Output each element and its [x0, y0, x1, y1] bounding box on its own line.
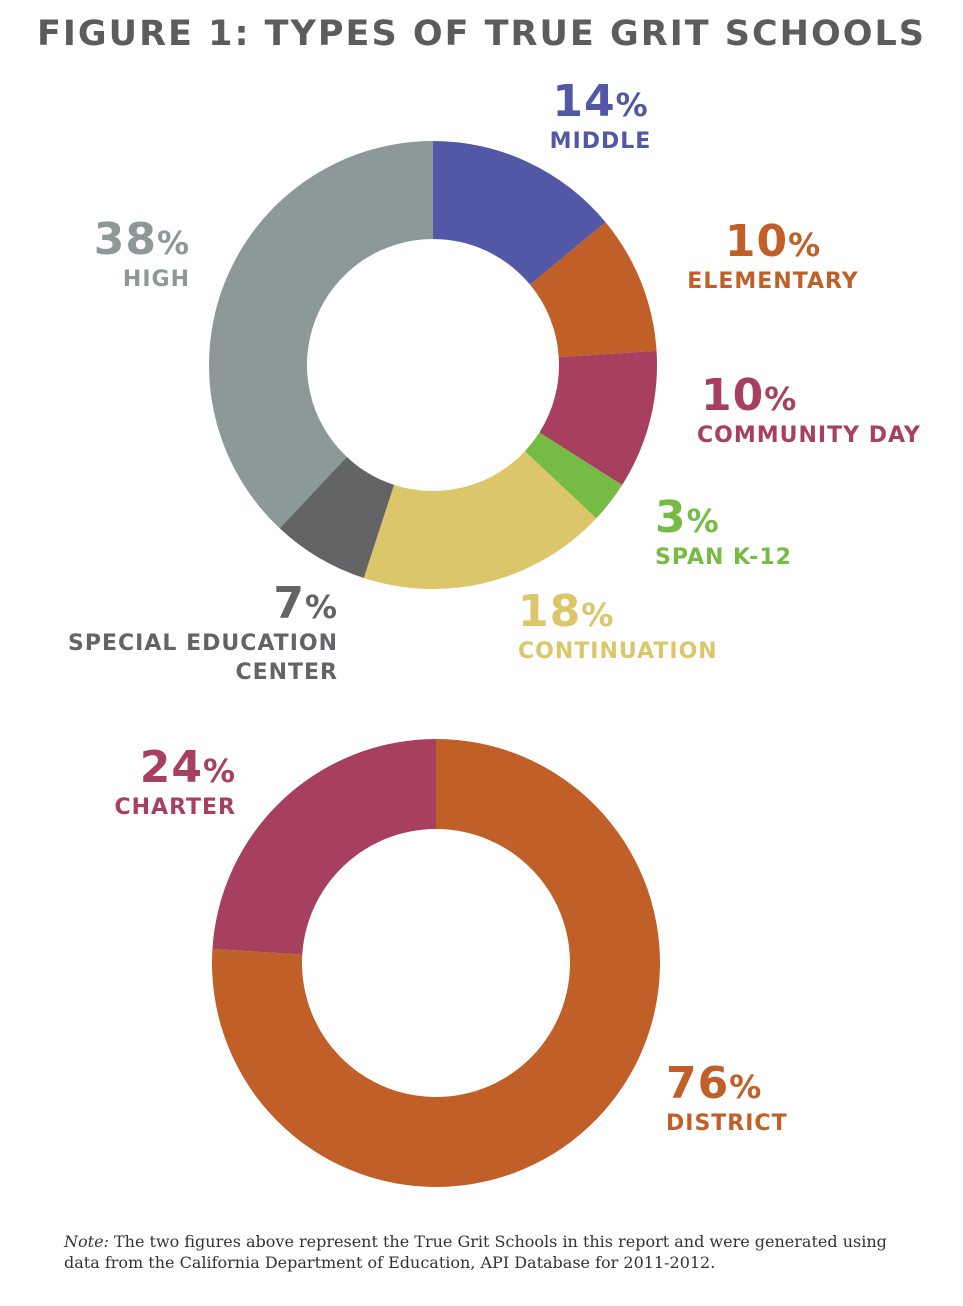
label-district: 76% DISTRICT — [666, 1062, 788, 1139]
category-middle: MIDDLE — [549, 129, 652, 154]
value-middle: 14 — [552, 76, 616, 127]
label-community-day: 10% COMMUNITY DAY — [697, 374, 921, 451]
category-elementary: ELEMENTARY — [687, 269, 859, 294]
category-community-day: COMMUNITY DAY — [697, 423, 921, 448]
slice-elementary — [530, 222, 657, 358]
slice-community-day — [539, 350, 657, 486]
note-label: Note: — [64, 1232, 109, 1251]
slice-continuation — [363, 451, 597, 590]
label-middle: 14% MIDDLE — [528, 80, 673, 157]
category-continuation: CONTINUATION — [518, 639, 718, 664]
category-charter: CHARTER — [114, 795, 236, 820]
slice-charter — [212, 739, 436, 955]
label-elementary: 10% ELEMENTARY — [668, 220, 878, 297]
category-special-education-center: SPECIAL EDUCATION CENTER — [68, 631, 338, 685]
value-district: 76 — [666, 1058, 730, 1109]
note: Note: The two figures above represent th… — [64, 1232, 894, 1274]
value-high: 38 — [93, 214, 157, 265]
label-span-k12: 3% SPAN K-12 — [655, 496, 792, 573]
label-high: 38% HIGH — [70, 218, 190, 295]
value-charter: 24 — [139, 742, 203, 793]
note-text: The two figures above represent the True… — [64, 1232, 887, 1272]
slice-middle — [433, 141, 606, 285]
figure-title: FIGURE 1: TYPES OF TRUE GRIT SCHOOLS — [37, 14, 926, 54]
value-special-education-center: 7 — [273, 578, 305, 629]
category-district: DISTRICT — [666, 1111, 788, 1136]
category-span-k12: SPAN K-12 — [655, 545, 792, 570]
value-elementary: 10 — [724, 216, 789, 267]
label-charter: 24% CHARTER — [90, 746, 236, 823]
slice-span-k-12 — [524, 432, 623, 519]
value-community-day: 10 — [701, 370, 765, 421]
slice-special-education-center — [279, 456, 395, 579]
category-high: HIGH — [122, 267, 190, 292]
school-type-donut-chart — [208, 141, 657, 590]
label-special-education-center: 7% SPECIAL EDUCATION CENTER — [40, 582, 338, 687]
slice-high — [208, 141, 433, 529]
value-continuation: 18 — [518, 586, 582, 637]
label-continuation: 18% CONTINUATION — [518, 590, 718, 667]
slice-district — [212, 739, 661, 1187]
charter-district-donut-chart — [212, 739, 661, 1187]
value-span-k12: 3 — [655, 492, 687, 543]
